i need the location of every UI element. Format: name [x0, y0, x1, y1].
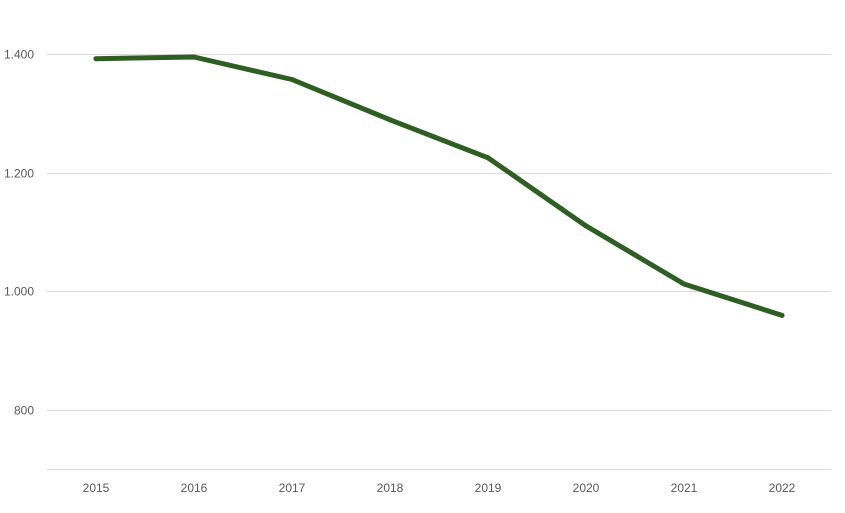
series-line-0: [93, 54, 785, 318]
data-point: [289, 77, 295, 82]
data-point: [779, 312, 785, 318]
series-lines: [93, 54, 785, 318]
x-tick-label: 2021: [671, 481, 698, 495]
x-axis-tick-labels: 2015 2016 2017 2018 2019 2020 2021 2022: [83, 481, 796, 495]
gridlines: [47, 54, 831, 411]
data-point: [485, 155, 491, 161]
y-axis-tick-labels: 800 1.000 1.200 1.400: [4, 48, 34, 418]
x-tick-label: 2017: [279, 481, 306, 495]
data-point: [191, 54, 197, 60]
data-point: [681, 281, 687, 287]
x-tick-label: 2022: [769, 481, 796, 495]
x-tick-label: 2018: [377, 481, 404, 495]
x-tick-label: 2016: [181, 481, 208, 495]
y-tick-label: 1.200: [4, 167, 34, 181]
data-point: [583, 223, 589, 229]
x-tick-label: 2020: [573, 481, 600, 495]
x-tick-label: 2019: [475, 481, 502, 495]
y-tick-label: 1.400: [4, 48, 34, 62]
data-point: [93, 56, 99, 62]
x-tick-label: 2015: [83, 481, 110, 495]
data-point: [387, 117, 393, 123]
y-tick-label: 800: [14, 404, 34, 418]
y-tick-label: 1.000: [4, 285, 34, 299]
